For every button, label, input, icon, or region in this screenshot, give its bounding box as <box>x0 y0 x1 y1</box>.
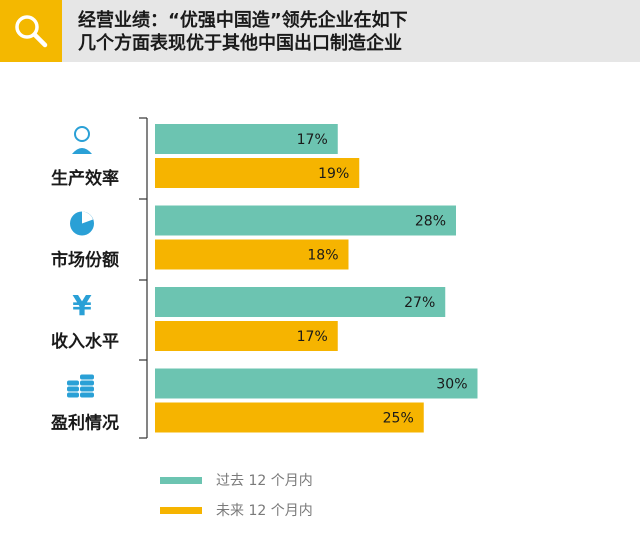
coin-stack-icon-small <box>67 386 79 392</box>
pie-chart-icon-slice <box>82 211 93 224</box>
yen-icon: ¥ <box>72 289 92 322</box>
header-bar: 经营业绩：“优强中国造”领先企业在如下 几个方面表现优于其他中国出口制造企业 <box>0 0 640 62</box>
bar-value-label: 27% <box>404 295 435 311</box>
bar-past <box>155 124 338 154</box>
page-title: 经营业绩：“优强中国造”领先企业在如下 几个方面表现优于其他中国出口制造企业 <box>78 9 628 55</box>
category-label: 生产效率 <box>51 168 119 189</box>
bar-value-label: 17% <box>297 132 328 148</box>
bar-value-label: 17% <box>297 329 328 345</box>
clock-person-icon <box>74 126 90 142</box>
bar-value-label: 25% <box>383 411 414 427</box>
bar-future <box>155 402 424 433</box>
bar-past <box>155 287 446 317</box>
bar-past <box>155 368 478 399</box>
coin-stack-icon <box>80 392 94 398</box>
search-icon <box>0 0 62 62</box>
bar-value-label: 18% <box>307 248 338 264</box>
coin-stack-icon-small <box>67 380 79 386</box>
clock-person-icon-body <box>72 148 92 154</box>
category-label: 盈利情况 <box>50 413 119 434</box>
legend-swatch-past <box>160 477 202 484</box>
bar-future <box>155 158 360 188</box>
coin-stack-icon <box>80 380 94 386</box>
coin-stack-icon <box>80 386 94 392</box>
category-label: 市场份额 <box>51 250 119 271</box>
bar-chart: 生产效率 17% 19% 市场份额 28% 18% ¥ 收入水平 27% 17% 盈利情况 30% 25… <box>50 117 478 439</box>
coin-stack-icon <box>80 374 94 380</box>
legend-label-past: 过去 12 个月内 <box>216 473 313 489</box>
coin-stack-icon-small <box>67 392 79 398</box>
bar-future <box>155 239 349 270</box>
bar-value-label: 19% <box>318 166 349 182</box>
bar-future <box>155 321 338 351</box>
bar-value-label: 30% <box>436 377 467 393</box>
title-line-2: 几个方面表现优于其他中国出口制造企业 <box>78 33 402 54</box>
bar-value-label: 28% <box>415 214 446 230</box>
title-line-1: 经营业绩：“优强中国造”领先企业在如下 <box>78 10 408 31</box>
legend-label-future: 未来 12 个月内 <box>216 503 313 519</box>
category-label: 收入水平 <box>51 331 119 352</box>
bar-past <box>155 205 456 236</box>
legend-swatch-future <box>160 507 202 514</box>
